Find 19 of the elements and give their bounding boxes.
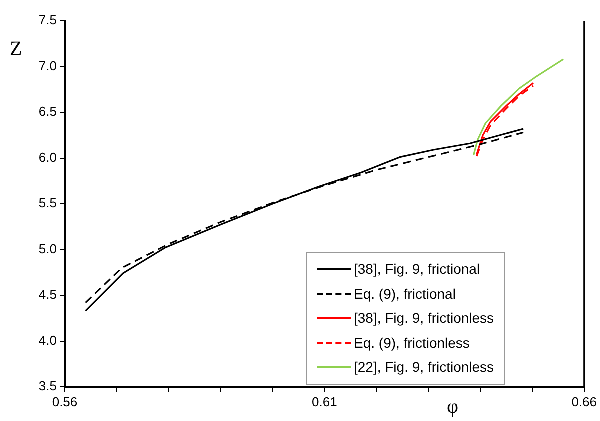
x-tick-label: 0.61 [312,394,338,410]
legend-label: [38], Fig. 9, frictionless [354,310,494,326]
y-tick-label: 5.0 [38,241,57,256]
y-tick-label: 6.0 [38,150,57,165]
x-axis-title: φ [447,396,459,419]
y-tick-label: 4.5 [38,287,57,302]
y-tick-label: 7.0 [38,58,57,74]
legend-label: Eq. (9), frictionless [354,334,470,351]
y-tick-label: 6.5 [38,104,57,120]
legend-label: [38], Fig. 9, frictional [354,261,480,278]
x-tick-label: 0.56 [52,394,78,410]
y-axis-title: Z [10,38,22,61]
y-tick-label: 5.5 [38,196,57,211]
x-tick-label: 0.66 [572,394,598,410]
y-tick-label: 3.5 [38,378,57,394]
y-tick-label: 4.0 [38,332,57,348]
legend-label: [22], Fig. 9, frictionless [354,359,494,376]
y-tick-label: 7.5 [38,12,57,28]
legend-label: Eq. (9), frictional [354,286,456,302]
